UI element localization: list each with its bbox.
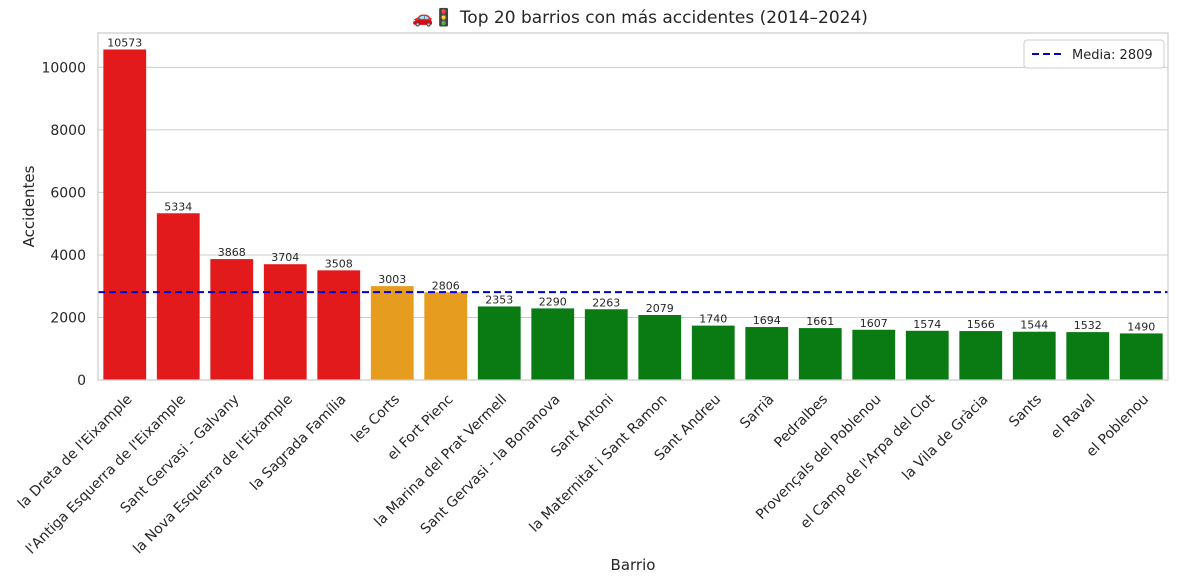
bar-value-label: 1532 bbox=[1074, 319, 1102, 332]
y-tick-label: 4000 bbox=[50, 248, 86, 264]
legend-label-mean: Media: 2809 bbox=[1072, 48, 1153, 63]
y-tick-label: 0 bbox=[77, 373, 86, 389]
bar-value-label: 3508 bbox=[325, 257, 353, 270]
y-tick-label: 6000 bbox=[50, 185, 86, 201]
x-tick-label: la Sagrada Família bbox=[247, 392, 349, 494]
bar bbox=[156, 213, 200, 380]
grid-lines bbox=[98, 66, 1168, 381]
bar bbox=[852, 329, 896, 380]
bar-value-label: 2263 bbox=[592, 296, 620, 309]
chart-title: 🚗🚦 Top 20 barrios con más accidentes (20… bbox=[412, 7, 868, 28]
x-tick-label: Sarrià bbox=[737, 392, 777, 432]
legend: Media: 2809 bbox=[1023, 39, 1165, 69]
bar-value-label: 2079 bbox=[646, 302, 674, 315]
bar bbox=[1066, 332, 1110, 380]
bar-value-label: 1566 bbox=[967, 318, 995, 331]
bar bbox=[959, 331, 1003, 380]
bar bbox=[531, 308, 575, 380]
bar bbox=[905, 330, 949, 380]
bar bbox=[424, 292, 468, 380]
x-tick-label: Sants bbox=[1006, 392, 1045, 431]
legend-box bbox=[1023, 39, 1165, 69]
bar bbox=[691, 325, 735, 380]
plot-frame bbox=[97, 32, 1169, 381]
bar bbox=[477, 306, 521, 380]
y-tick-label: 2000 bbox=[50, 310, 86, 326]
bar-value-label: 1740 bbox=[699, 313, 727, 326]
bar-value-label: 1661 bbox=[806, 315, 834, 328]
bar-value-label: 1607 bbox=[860, 317, 888, 330]
bar-value-label: 2806 bbox=[432, 279, 460, 292]
bar bbox=[638, 315, 682, 380]
bar bbox=[317, 270, 361, 380]
bar-value-label: 10573 bbox=[107, 36, 142, 49]
bar-value-label: 2353 bbox=[485, 293, 513, 306]
data-labels: 10573 5334 3868 3704 3508 3003 2806 2353 2290 226… bbox=[107, 36, 1155, 333]
bar bbox=[1012, 331, 1056, 380]
bar-value-label: 3868 bbox=[218, 246, 246, 259]
bar-value-label: 2290 bbox=[539, 295, 567, 308]
y-axis-label: Accidentes bbox=[20, 165, 38, 247]
x-axis-label: Barrio bbox=[611, 556, 656, 574]
bar-value-label: 3003 bbox=[378, 273, 406, 286]
y-tick-label: 8000 bbox=[50, 123, 86, 139]
bar-value-label: 1574 bbox=[913, 318, 941, 331]
bar-value-label: 5334 bbox=[164, 200, 192, 213]
bar-value-label: 1490 bbox=[1127, 320, 1155, 333]
bar bbox=[584, 309, 628, 380]
bars bbox=[103, 49, 1163, 381]
bar bbox=[210, 259, 254, 380]
y-tick-label: 10000 bbox=[41, 60, 86, 76]
x-tick-label: el Raval bbox=[1048, 392, 1099, 443]
bar-value-label: 1544 bbox=[1020, 319, 1048, 332]
bar bbox=[745, 327, 789, 380]
bar bbox=[798, 328, 842, 380]
x-tick-label: les Corts bbox=[349, 392, 404, 447]
bar-value-label: 3704 bbox=[271, 251, 299, 264]
bar-value-label: 1694 bbox=[753, 314, 781, 327]
bar bbox=[103, 49, 147, 381]
bar bbox=[263, 264, 307, 380]
y-axis-ticks: 0 2000 4000 6000 8000 10000 bbox=[41, 60, 86, 389]
bar bbox=[370, 286, 414, 380]
bar bbox=[1119, 333, 1163, 380]
